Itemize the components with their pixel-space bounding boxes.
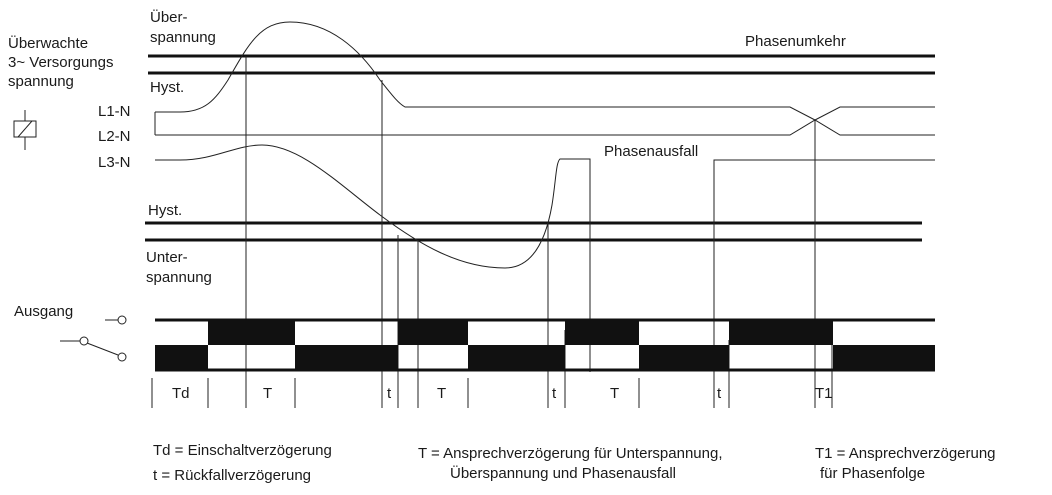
hyst-bottom-label: Hyst. xyxy=(148,202,182,219)
timeline-label-td: Td xyxy=(172,385,190,402)
timeline-label-t1st: t xyxy=(387,385,392,402)
timeline-label-T2nd: T xyxy=(437,385,446,402)
undervoltage-label-2: spannung xyxy=(146,269,212,286)
contact-switch-icon xyxy=(60,336,127,362)
output-row-bottom xyxy=(155,345,935,372)
overvoltage-label-2: spannung xyxy=(150,29,216,46)
legend-T-line2: Überspannung und Phasenausfall xyxy=(450,464,676,482)
legend-td: Td = Einschaltverzögerung xyxy=(153,442,332,459)
timeline-label-T1st: T xyxy=(263,385,272,402)
hyst-top-label: Hyst. xyxy=(150,79,184,96)
legend-T1-line2: für Phasenfolge xyxy=(820,465,925,482)
l3-label: L3-N xyxy=(98,154,131,171)
l3-voltage-curve xyxy=(155,144,591,372)
monitored-voltage-label-2: 3~ Versorgungs xyxy=(8,54,114,71)
relay-coil-icon xyxy=(13,110,37,150)
l3-recovery-curve xyxy=(713,159,935,372)
timeline-label-T3rd: T xyxy=(610,385,619,402)
timeline-label-t2nd: t xyxy=(552,385,557,402)
overvoltage-label-1: Über- xyxy=(150,8,188,26)
monitored-voltage-label-1: Überwachte xyxy=(8,34,88,52)
output-row-top xyxy=(155,318,935,345)
legend-T1-line1: T1 = Ansprechverzögerung xyxy=(815,445,996,462)
timeline-label-T1: T1 xyxy=(815,385,833,402)
l1-label: L1-N xyxy=(98,103,131,120)
phase-reversal-label: Phasenumkehr xyxy=(745,33,846,50)
phase-failure-label: Phasenausfall xyxy=(604,143,698,160)
output-label: Ausgang xyxy=(14,303,73,320)
timeline-label-t3rd: t xyxy=(717,385,722,402)
legend-t: t = Rückfallverzögerung xyxy=(153,467,311,484)
l2-label: L2-N xyxy=(98,128,131,145)
l2-voltage-curve xyxy=(154,112,935,136)
contact-open-icon xyxy=(105,315,127,325)
undervoltage-label-1: Unter- xyxy=(146,249,188,266)
l1-voltage-curve xyxy=(155,21,935,121)
timeline-ticks xyxy=(151,378,640,408)
monitored-voltage-label-3: spannung xyxy=(8,73,74,90)
legend-T-line1: T = Ansprechverzögerung für Unterspannun… xyxy=(418,445,723,462)
